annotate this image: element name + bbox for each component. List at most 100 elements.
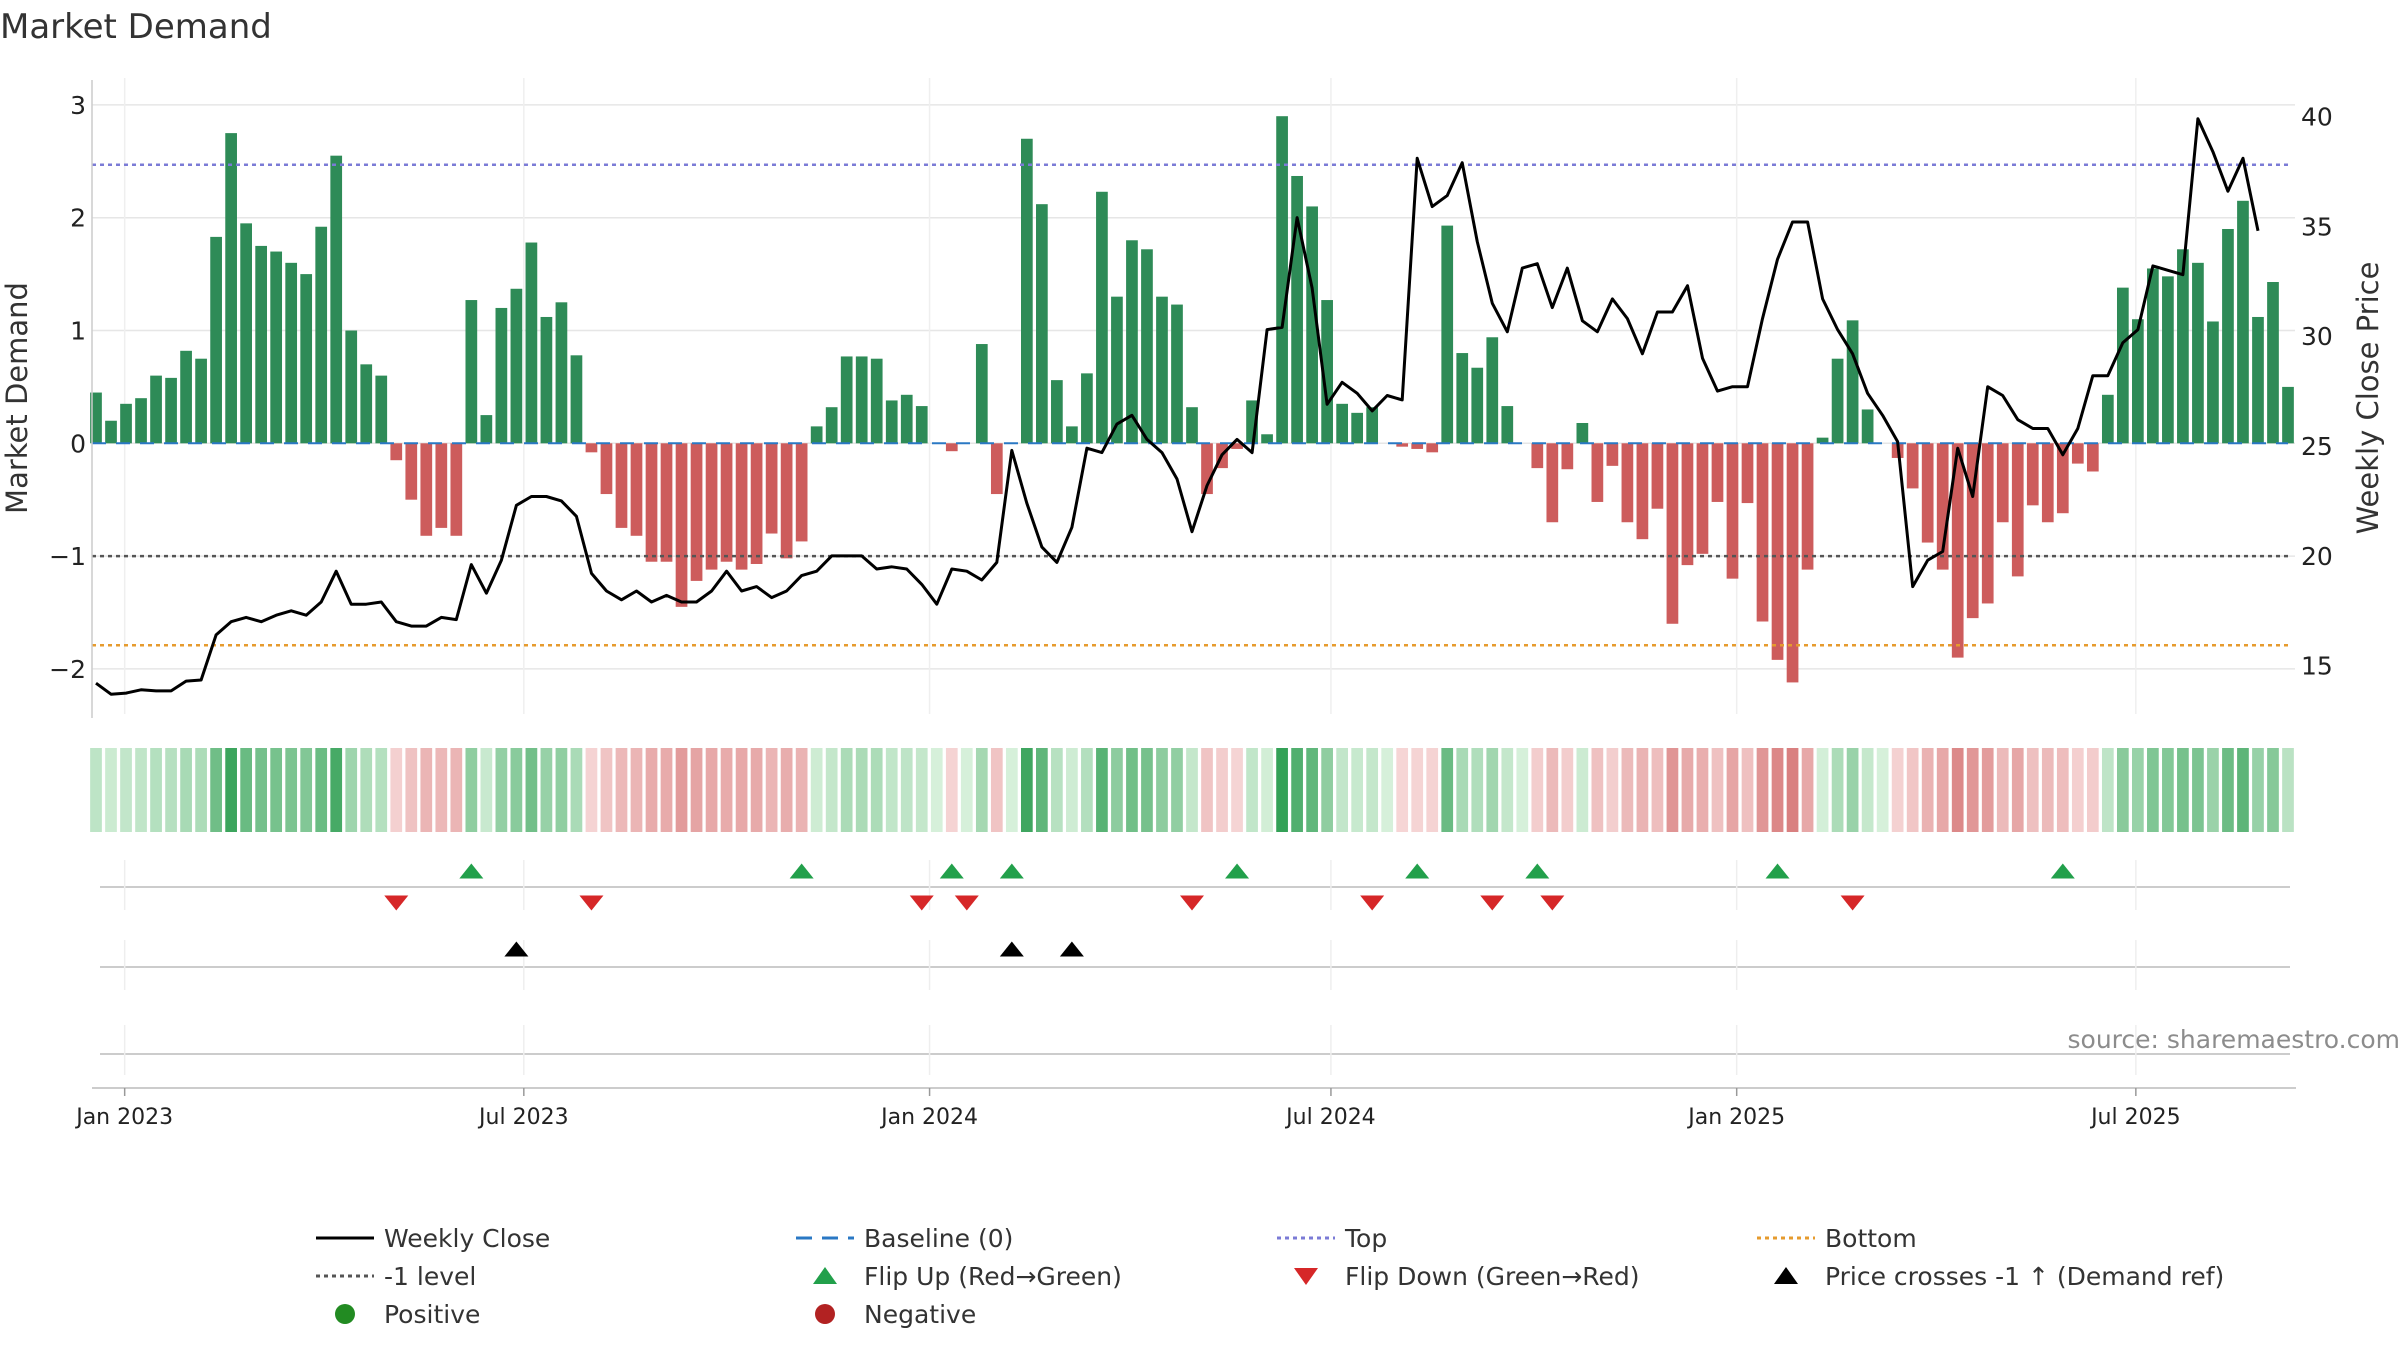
positive-demand-bar (571, 355, 583, 443)
legend-swatch-cross (1774, 1267, 1798, 1284)
positive-demand-bar (315, 227, 327, 444)
heat-strip-cell (1817, 748, 1829, 832)
heat-strip-cell (1982, 748, 1994, 832)
heat-strip-cell (1021, 748, 1033, 832)
positive-demand-bar (1456, 353, 1468, 443)
demand-bars (90, 116, 2294, 682)
negative-demand-bar (1622, 443, 1634, 522)
heat-strip-cell (2267, 748, 2279, 832)
y2-tick-label: 20 (2301, 542, 2333, 571)
heat-strip-cell (2102, 748, 2114, 832)
positive-demand-bar (1171, 305, 1183, 444)
positive-demand-bar (2192, 263, 2204, 443)
positive-demand-bar (375, 376, 387, 444)
heat-strip-cell (2042, 748, 2054, 832)
heat-strip-cell (1622, 748, 1634, 832)
heat-strip-cell (105, 748, 117, 832)
positive-demand-bar (255, 246, 267, 443)
negative-demand-bar (1742, 443, 1754, 503)
positive-demand-bar (2282, 387, 2294, 443)
positive-demand-bar (901, 395, 913, 444)
heat-strip-cell (90, 748, 102, 832)
positive-demand-bar (526, 243, 538, 444)
heat-strip-cell (120, 748, 132, 832)
heat-strip-cell (1426, 748, 1438, 832)
heat-strip-cell (1637, 748, 1649, 832)
y2-axis-title: Weekly Close Price (2351, 262, 2385, 535)
heat-strip-cell (225, 748, 237, 832)
heat-strip-cell (2162, 748, 2174, 832)
heat-strip-cell (946, 748, 958, 832)
heat-strip-cell (766, 748, 778, 832)
negative-demand-bar (435, 443, 447, 528)
positive-demand-bar (916, 406, 928, 443)
negative-demand-bar (1561, 443, 1573, 469)
price-cross-marker (1000, 942, 1024, 957)
positive-demand-bar (1066, 426, 1078, 443)
heat-strip-cell (691, 748, 703, 832)
negative-demand-bar (1997, 443, 2009, 522)
heat-strip-cell (1937, 748, 1949, 832)
y-tick-label: 3 (70, 91, 86, 120)
heat-strip-cell (2207, 748, 2219, 832)
positive-demand-bar (1186, 407, 1198, 443)
heat-strip-cell (871, 748, 883, 832)
demand-heat-strip (90, 748, 2294, 832)
heat-strip-cell (1201, 748, 1213, 832)
negative-demand-bar (1787, 443, 1799, 682)
positive-demand-bar (180, 351, 192, 443)
positive-demand-bar (1441, 226, 1453, 444)
legend-label: Top (1344, 1224, 1387, 1253)
negative-demand-bar (991, 443, 1003, 494)
heat-strip-cell (345, 748, 357, 832)
heat-strip-cell (1051, 748, 1063, 832)
negative-demand-bar (1772, 443, 1784, 660)
positive-demand-bar (1832, 359, 1844, 444)
heat-strip-cell (1186, 748, 1198, 832)
legend-label: Flip Up (Red→Green) (864, 1262, 1122, 1291)
negative-demand-bar (2027, 443, 2039, 505)
positive-demand-bar (2267, 282, 2279, 443)
heat-strip-cell (1141, 748, 1153, 832)
positive-demand-bar (1862, 409, 1874, 443)
legend-item: Bottom (1757, 1224, 1917, 1253)
heat-strip-cell (676, 748, 688, 832)
negative-demand-bar (796, 443, 808, 541)
y-tick-label: 2 (70, 204, 86, 233)
heat-strip-cell (916, 748, 928, 832)
legend-label: Negative (864, 1300, 976, 1329)
x-tick-label: Jan 2023 (74, 1105, 173, 1130)
negative-demand-bar (736, 443, 748, 569)
heat-strip-cell (1096, 748, 1108, 832)
heat-strip-cell (1306, 748, 1318, 832)
heat-strip-cell (661, 748, 673, 832)
negative-demand-bar (420, 443, 432, 535)
heat-strip-cell (1231, 748, 1243, 832)
heat-strip-cell (1607, 748, 1619, 832)
heat-strip-cell (165, 748, 177, 832)
heat-strip-cell (1126, 748, 1138, 832)
flip-down-marker (1180, 896, 1204, 911)
legend-item: Flip Up (Red→Green) (813, 1262, 1122, 1291)
positive-demand-bar (300, 274, 312, 443)
legend-label: Baseline (0) (864, 1224, 1013, 1253)
legend-item: Price crosses -1 ↑ (Demand ref) (1774, 1262, 2224, 1291)
heat-strip-cell (420, 748, 432, 832)
heat-strip-cell (2132, 748, 2144, 832)
flip-down-marker (1540, 896, 1564, 911)
flip-down-marker (384, 896, 408, 911)
positive-demand-bar (1096, 192, 1108, 444)
heat-strip-cell (405, 748, 417, 832)
legend-item: Weekly Close (316, 1224, 550, 1253)
flip-up-marker (790, 864, 814, 879)
negative-demand-bar (751, 443, 763, 564)
y-tick-label: 0 (70, 429, 86, 458)
negative-demand-bar (1426, 443, 1438, 452)
legend-label: Flip Down (Green→Red) (1345, 1262, 1640, 1291)
positive-demand-bar (465, 300, 477, 443)
heat-strip-cell (195, 748, 207, 832)
heat-strip-cell (2087, 748, 2099, 832)
heat-strip-cell (541, 748, 553, 832)
heat-strip-cell (1952, 748, 1964, 832)
negative-demand-bar (1546, 443, 1558, 522)
